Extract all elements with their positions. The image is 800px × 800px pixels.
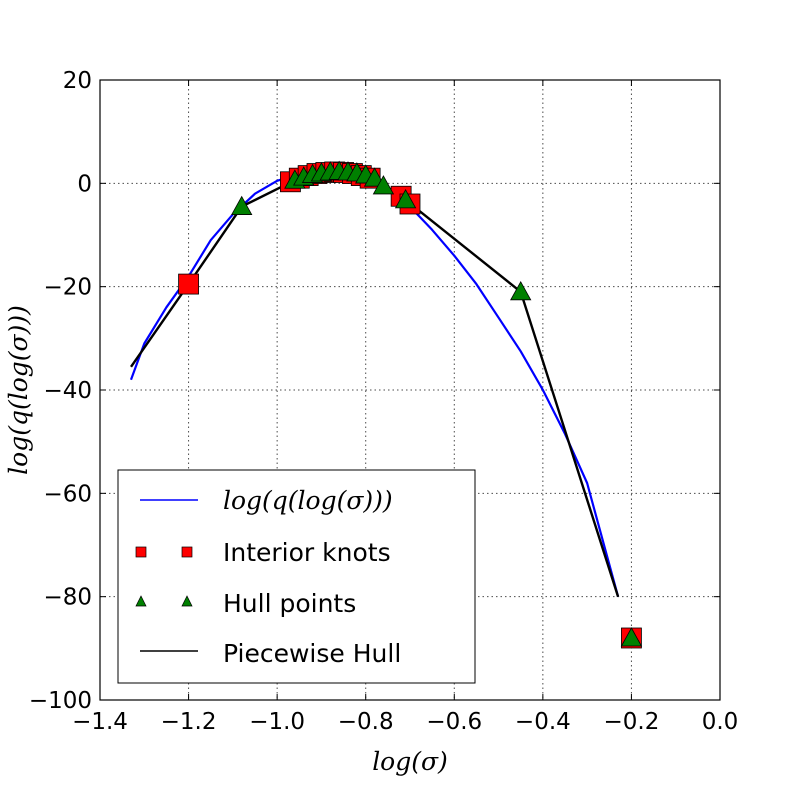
knot-marker [178, 273, 199, 295]
x-axis-label: log(σ) [372, 747, 448, 776]
hull-point-marker [363, 167, 386, 187]
legend-label-knots: Interior knots [223, 538, 391, 567]
hull-point-marker [620, 627, 643, 647]
hull-point-marker [231, 195, 253, 215]
series-layer [129, 160, 643, 649]
x-tick-label: −1.4 [72, 709, 128, 735]
y-tick-label: −20 [43, 275, 92, 301]
y-tick-label: −40 [43, 378, 92, 404]
legend-label-piecewise-hull: Piecewise Hull [223, 639, 401, 668]
hull-point-marker [394, 189, 417, 209]
x-tick-label: −1.0 [249, 709, 305, 735]
x-tick-label: −0.6 [426, 709, 482, 735]
hull-point-marker [372, 175, 395, 195]
hull-point-marker [510, 281, 532, 301]
x-tick-label: −0.4 [515, 709, 571, 735]
legend-box [117, 469, 476, 684]
y-tick-label: −60 [43, 481, 92, 507]
x-tick-label: −0.8 [338, 709, 394, 735]
legend-label-hull-points: Hull points [223, 589, 356, 618]
y-tick-label: −100 [29, 688, 92, 714]
x-tick-label: −0.2 [603, 709, 659, 735]
y-tick-label: 20 [63, 68, 92, 94]
legend-marker-knot-1 [135, 546, 147, 558]
legend-marker-hull-1 [135, 595, 147, 607]
y-axis-label: log(q(log(σ))) [4, 305, 33, 475]
legend-marker-knot-2 [181, 546, 193, 558]
ticks [99, 79, 721, 701]
legend: log(q(log(σ))) Interior knots Hull point… [117, 469, 476, 684]
y-tick-label: 0 [77, 171, 92, 197]
legend-label-density: log(q(log(σ))) [223, 486, 393, 515]
y-tick-label: −80 [43, 585, 92, 611]
x-tick-label: −1.2 [161, 709, 217, 735]
x-tick-label: 0.0 [702, 709, 739, 735]
tick-labels: −1.4 −1.2 −1.0 −0.8 −0.6 −0.4 −0.2 0.0 −100 −80 −6… [29, 68, 738, 735]
legend-marker-hull-2 [181, 595, 193, 607]
